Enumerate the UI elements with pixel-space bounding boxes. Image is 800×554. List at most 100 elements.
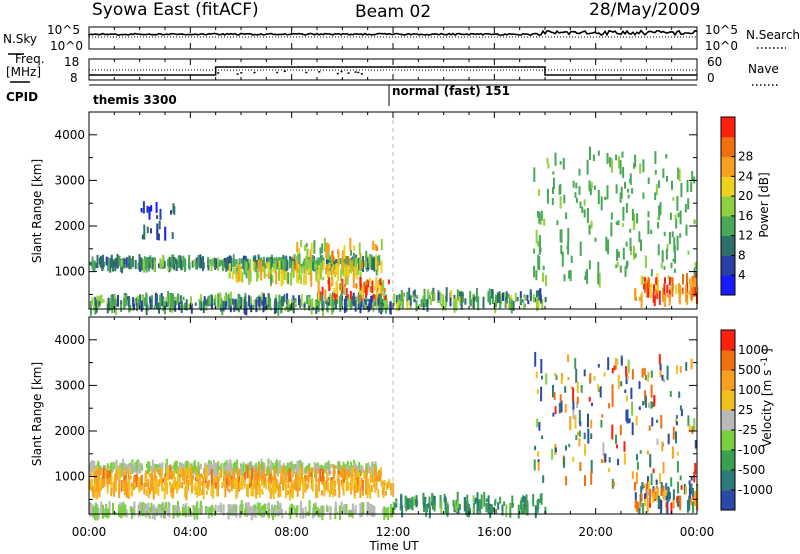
echo-point <box>130 259 133 270</box>
echo-point <box>198 483 201 493</box>
echo-point <box>207 295 210 305</box>
echo-point <box>379 295 382 303</box>
echo-point <box>179 295 182 304</box>
echo-point <box>693 220 696 225</box>
echo-point <box>326 242 328 254</box>
echo-point <box>285 271 288 283</box>
echo-point <box>325 479 328 490</box>
echo-point <box>634 492 637 504</box>
echo-point <box>455 505 458 513</box>
echo-point <box>121 481 124 487</box>
echo-point <box>308 500 311 515</box>
echo-point <box>382 280 385 292</box>
echo-point <box>322 475 325 487</box>
echo-point <box>271 504 273 516</box>
echo-point <box>356 489 359 493</box>
echo-point <box>427 503 430 508</box>
echo-point <box>633 213 636 228</box>
echo-point <box>351 259 354 271</box>
echo-point <box>123 470 126 476</box>
echo-point <box>690 285 693 294</box>
echo-point <box>129 305 132 311</box>
echo-point <box>286 462 289 476</box>
echo-point <box>103 465 105 469</box>
echo-point <box>163 477 165 481</box>
echo-point <box>401 505 404 518</box>
echo-point <box>572 405 575 420</box>
echo-point <box>325 300 328 305</box>
echo-point <box>321 243 324 254</box>
echo-point <box>201 505 203 513</box>
echo-point <box>659 363 662 371</box>
echo-point <box>333 293 336 298</box>
echo-point <box>329 283 332 287</box>
echo-point <box>692 501 694 514</box>
echo-point <box>301 480 304 484</box>
echo-point <box>313 240 316 254</box>
echo-point <box>680 182 683 198</box>
echo-point <box>267 272 270 280</box>
echo-point <box>302 477 305 489</box>
echo-point <box>662 168 665 178</box>
echo-point <box>123 297 126 310</box>
echo-point <box>378 293 381 309</box>
velocity-colorbar-segment <box>721 350 735 371</box>
echo-point <box>168 294 171 308</box>
echo-point <box>661 374 664 381</box>
echo-point <box>517 504 520 519</box>
echo-point <box>666 176 668 182</box>
echo-point <box>640 239 642 251</box>
echo-point <box>228 509 231 516</box>
echo-point <box>383 482 386 486</box>
echo-point <box>280 257 283 265</box>
echo-point <box>404 495 407 508</box>
echo-point <box>318 509 321 518</box>
echo-point <box>676 451 679 456</box>
echo-point <box>645 395 647 408</box>
echo-point <box>338 461 341 475</box>
echo-point <box>633 245 635 260</box>
echo-point <box>228 263 231 277</box>
echo-point <box>536 500 539 513</box>
echo-point <box>659 202 662 216</box>
echo-point <box>358 242 361 255</box>
echo-point <box>181 260 184 271</box>
echo-point <box>305 465 308 471</box>
echo-point <box>258 483 261 488</box>
echo-point <box>344 273 347 285</box>
velocity-colorbar-segment <box>721 470 735 491</box>
echo-point <box>174 505 177 516</box>
echo-point <box>524 503 527 509</box>
echo-point <box>602 442 605 456</box>
echo-point <box>243 473 246 486</box>
echo-point <box>380 239 383 251</box>
echo-point <box>201 257 204 266</box>
echo-point <box>262 504 265 518</box>
echo-point <box>372 299 375 313</box>
echo-point <box>138 462 141 469</box>
echo-point <box>373 506 376 517</box>
echo-point <box>183 476 186 485</box>
echo-point <box>657 217 660 221</box>
echo-point <box>400 290 403 301</box>
nave-label: Nave <box>748 62 779 76</box>
echo-point <box>356 465 359 470</box>
echo-point <box>317 260 320 269</box>
echo-point <box>459 503 461 510</box>
echo-point <box>587 413 589 428</box>
echo-point <box>660 481 663 493</box>
echo-point <box>199 463 202 470</box>
echo-point <box>520 504 523 514</box>
echo-point <box>334 295 337 302</box>
echo-point <box>617 458 620 466</box>
echo-point <box>284 510 287 514</box>
echo-point <box>507 303 510 308</box>
echo-point <box>174 300 177 312</box>
echo-point <box>195 467 198 481</box>
echo-point <box>559 196 562 209</box>
echo-point <box>249 505 252 516</box>
echo-point <box>592 154 595 161</box>
echo-point <box>251 467 254 481</box>
echo-point <box>655 285 658 290</box>
station-title: Syowa East (fitACF) <box>92 0 259 20</box>
